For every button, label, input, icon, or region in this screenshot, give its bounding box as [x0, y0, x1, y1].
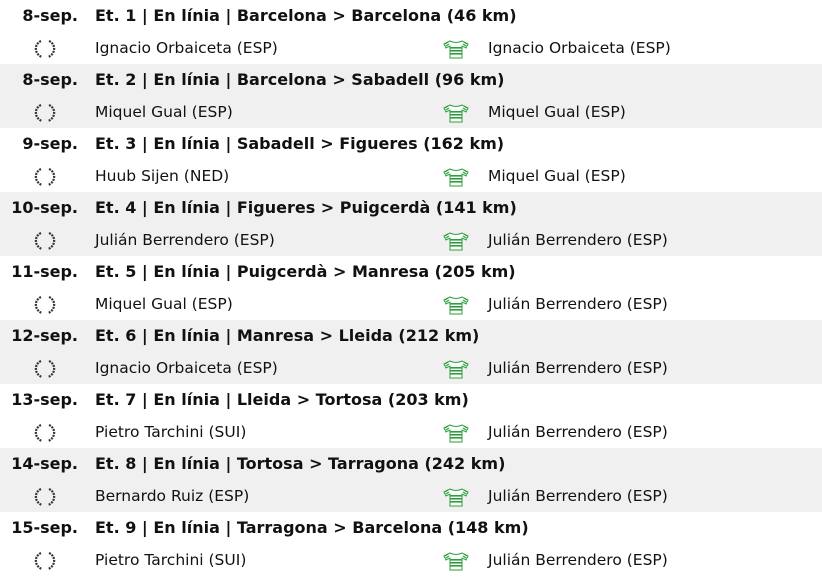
laurel-icon	[34, 231, 56, 251]
stage-result-row: Ignacio Orbaiceta (ESP) Ignacio Orbaicet…	[0, 32, 822, 64]
general-leader[interactable]: Julián Berrendero (ESP)	[488, 359, 668, 377]
stage-title[interactable]: Et. 2 | En línia | Barcelona > Sabadell …	[95, 70, 505, 89]
general-leader[interactable]: Julián Berrendero (ESP)	[488, 231, 668, 249]
green-jersey-icon	[443, 296, 469, 315]
laurel-icon	[34, 487, 56, 507]
stage-title[interactable]: Et. 6 | En línia | Manresa > Lleida (212…	[95, 326, 480, 345]
stage-block: 8-sep. Et. 2 | En línia | Barcelona > Sa…	[0, 64, 822, 128]
green-jersey-icon	[443, 104, 469, 123]
stage-date: 10-sep.	[11, 198, 78, 217]
stage-result-row: Julián Berrendero (ESP) Julián Berrender…	[0, 224, 822, 256]
stage-header-row: 8-sep. Et. 2 | En línia | Barcelona > Sa…	[0, 64, 822, 96]
stage-header-row: 12-sep. Et. 6 | En línia | Manresa > Lle…	[0, 320, 822, 352]
stage-date: 15-sep.	[11, 518, 78, 537]
stage-winner[interactable]: Miquel Gual (ESP)	[95, 295, 233, 313]
laurel-icon	[34, 39, 56, 59]
stage-result-row: Ignacio Orbaiceta (ESP) Julián Berrender…	[0, 352, 822, 384]
stage-header-row: 11-sep. Et. 5 | En línia | Puigcerdà > M…	[0, 256, 822, 288]
stage-result-row: Pietro Tarchini (SUI) Julián Berrendero …	[0, 416, 822, 448]
laurel-icon	[34, 551, 56, 571]
stage-block: 10-sep. Et. 4 | En línia | Figueres > Pu…	[0, 192, 822, 256]
stage-title[interactable]: Et. 8 | En línia | Tortosa > Tarragona (…	[95, 454, 506, 473]
stage-result-row: Miquel Gual (ESP) Julián Berrendero (ESP…	[0, 288, 822, 320]
stage-title[interactable]: Et. 5 | En línia | Puigcerdà > Manresa (…	[95, 262, 516, 281]
general-leader[interactable]: Julián Berrendero (ESP)	[488, 551, 668, 569]
green-jersey-icon	[443, 40, 469, 59]
stage-title[interactable]: Et. 9 | En línia | Tarragona > Barcelona…	[95, 518, 529, 537]
stage-winner[interactable]: Bernardo Ruiz (ESP)	[95, 487, 250, 505]
stage-header-row: 9-sep. Et. 3 | En línia | Sabadell > Fig…	[0, 128, 822, 160]
stage-header-row: 10-sep. Et. 4 | En línia | Figueres > Pu…	[0, 192, 822, 224]
green-jersey-icon	[443, 488, 469, 507]
stage-date: 14-sep.	[11, 454, 78, 473]
general-leader[interactable]: Miquel Gual (ESP)	[488, 167, 626, 185]
stage-block: 12-sep. Et. 6 | En línia | Manresa > Lle…	[0, 320, 822, 384]
stage-header-row: 8-sep. Et. 1 | En línia | Barcelona > Ba…	[0, 0, 822, 32]
stage-block: 15-sep. Et. 9 | En línia | Tarragona > B…	[0, 512, 822, 576]
stage-date: 8-sep.	[22, 70, 78, 89]
stage-winner[interactable]: Miquel Gual (ESP)	[95, 103, 233, 121]
stage-header-row: 14-sep. Et. 8 | En línia | Tortosa > Tar…	[0, 448, 822, 480]
stage-title[interactable]: Et. 7 | En línia | Lleida > Tortosa (203…	[95, 390, 469, 409]
laurel-icon	[34, 103, 56, 123]
stage-winner[interactable]: Ignacio Orbaiceta (ESP)	[95, 39, 278, 57]
stage-winner[interactable]: Pietro Tarchini (SUI)	[95, 551, 247, 569]
stage-date: 13-sep.	[11, 390, 78, 409]
laurel-icon	[34, 423, 56, 443]
stage-block: 9-sep. Et. 3 | En línia | Sabadell > Fig…	[0, 128, 822, 192]
green-jersey-icon	[443, 232, 469, 251]
stage-title[interactable]: Et. 4 | En línia | Figueres > Puigcerdà …	[95, 198, 517, 217]
stage-date: 12-sep.	[11, 326, 78, 345]
stage-title[interactable]: Et. 1 | En línia | Barcelona > Barcelona…	[95, 6, 517, 25]
stage-result-row: Pietro Tarchini (SUI) Julián Berrendero …	[0, 544, 822, 576]
stage-date: 9-sep.	[22, 134, 78, 153]
general-leader[interactable]: Julián Berrendero (ESP)	[488, 487, 668, 505]
stage-winner[interactable]: Julián Berrendero (ESP)	[95, 231, 275, 249]
stage-date: 11-sep.	[11, 262, 78, 281]
stage-header-row: 13-sep. Et. 7 | En línia | Lleida > Tort…	[0, 384, 822, 416]
stage-winner[interactable]: Ignacio Orbaiceta (ESP)	[95, 359, 278, 377]
stage-header-row: 15-sep. Et. 9 | En línia | Tarragona > B…	[0, 512, 822, 544]
general-leader[interactable]: Julián Berrendero (ESP)	[488, 423, 668, 441]
general-leader[interactable]: Ignacio Orbaiceta (ESP)	[488, 39, 671, 57]
stage-block: 11-sep. Et. 5 | En línia | Puigcerdà > M…	[0, 256, 822, 320]
green-jersey-icon	[443, 424, 469, 443]
stage-date: 8-sep.	[22, 6, 78, 25]
stage-result-row: Huub Sijen (NED) Miquel Gual (ESP)	[0, 160, 822, 192]
laurel-icon	[34, 295, 56, 315]
general-leader[interactable]: Miquel Gual (ESP)	[488, 103, 626, 121]
laurel-icon	[34, 359, 56, 379]
stage-block: 14-sep. Et. 8 | En línia | Tortosa > Tar…	[0, 448, 822, 512]
stage-title[interactable]: Et. 3 | En línia | Sabadell > Figueres (…	[95, 134, 505, 153]
stage-block: 8-sep. Et. 1 | En línia | Barcelona > Ba…	[0, 0, 822, 64]
laurel-icon	[34, 167, 56, 187]
green-jersey-icon	[443, 168, 469, 187]
stage-winner[interactable]: Pietro Tarchini (SUI)	[95, 423, 247, 441]
green-jersey-icon	[443, 360, 469, 379]
stage-result-row: Miquel Gual (ESP) Miquel Gual (ESP)	[0, 96, 822, 128]
stage-block: 13-sep. Et. 7 | En línia | Lleida > Tort…	[0, 384, 822, 448]
general-leader[interactable]: Julián Berrendero (ESP)	[488, 295, 668, 313]
green-jersey-icon	[443, 552, 469, 571]
stage-winner[interactable]: Huub Sijen (NED)	[95, 167, 230, 185]
stage-result-row: Bernardo Ruiz (ESP) Julián Berrendero (E…	[0, 480, 822, 512]
